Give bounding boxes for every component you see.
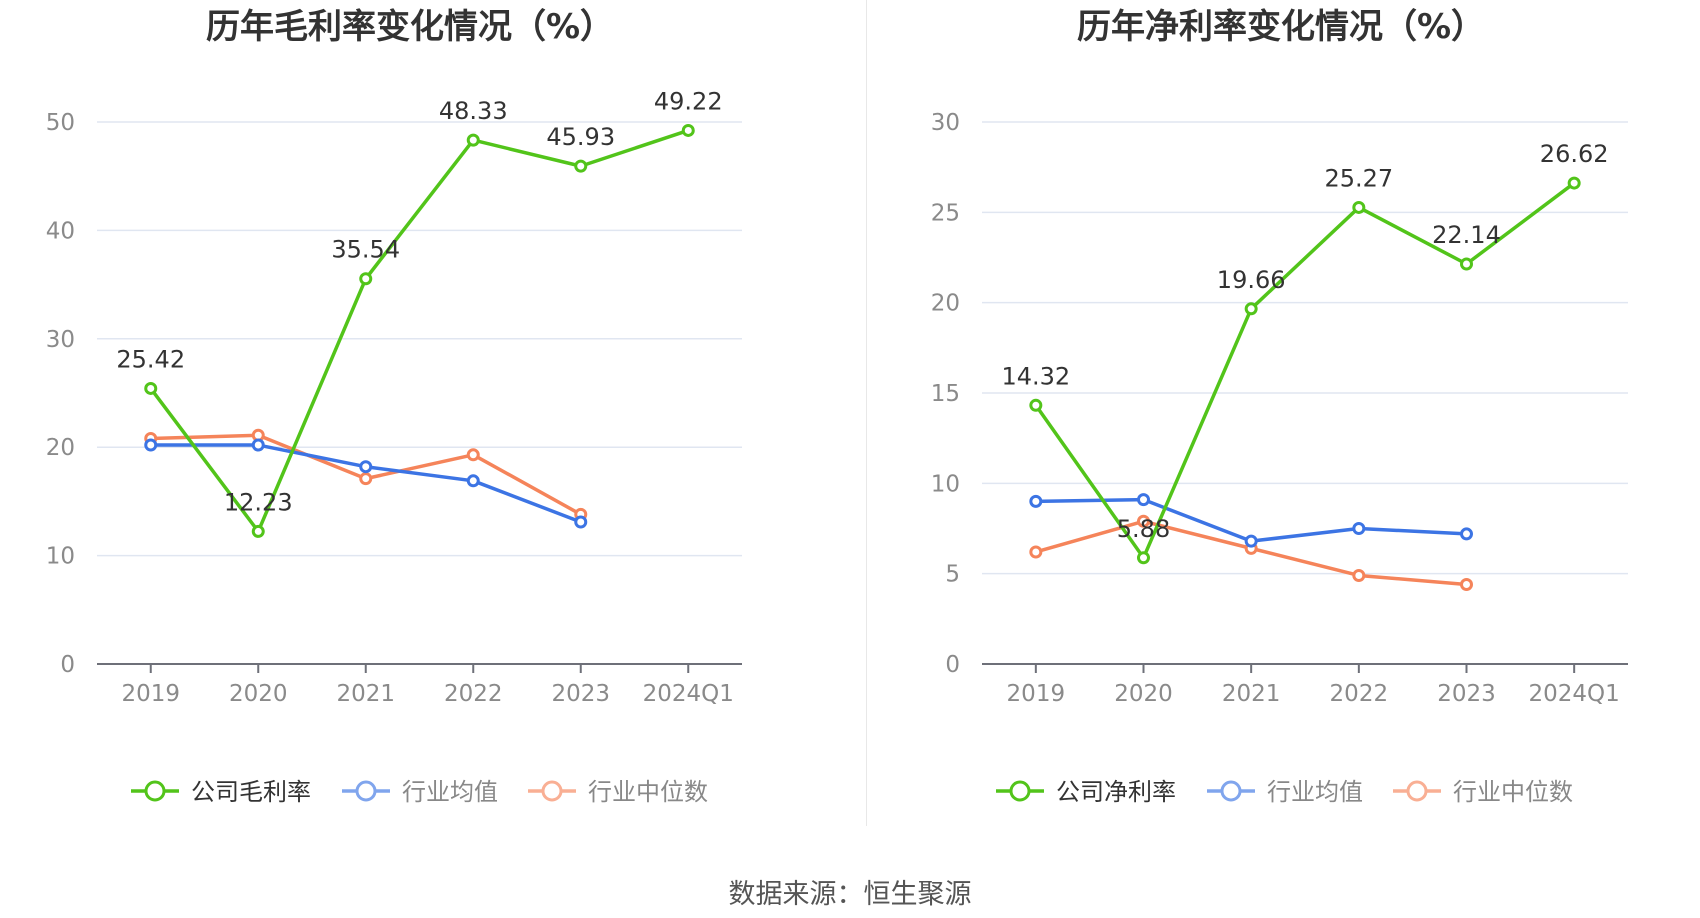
- y-tick-label: 10: [931, 471, 960, 497]
- data-point: [1460, 527, 1473, 541]
- x-tick-label: 2024Q1: [1529, 681, 1620, 707]
- y-tick-label: 10: [46, 544, 75, 570]
- data-label: 19.66: [1217, 266, 1286, 294]
- data-point: [1137, 493, 1150, 507]
- legend: 公司毛利率 行业均值 行业中位数: [131, 778, 708, 806]
- data-label: 14.32: [1001, 362, 1070, 390]
- data-point: [144, 438, 158, 452]
- legend-item: 公司净利率: [996, 778, 1176, 806]
- y-tick-label: 40: [46, 218, 75, 244]
- legend-swatch-marker: [1009, 780, 1031, 802]
- y-tick-label: 0: [945, 652, 960, 678]
- data-point: [1352, 568, 1366, 582]
- data-point: [466, 133, 480, 147]
- legend-label: 行业均值: [402, 778, 498, 806]
- data-point: [144, 381, 158, 395]
- chart-title: 历年净利率变化情况（%）: [1077, 7, 1485, 47]
- y-tick-label: 0: [60, 652, 75, 678]
- x-tick-label: 2021: [336, 681, 395, 707]
- data-point: [681, 123, 695, 137]
- x-tick-label: 2019: [1007, 681, 1066, 707]
- data-point: [359, 472, 373, 486]
- y-tick-label: 50: [46, 110, 75, 136]
- legend-label: 行业中位数: [588, 778, 708, 806]
- data-label: 35.54: [331, 236, 400, 264]
- series-line: [149, 128, 689, 534]
- data-label: 26.62: [1540, 140, 1609, 168]
- y-tick-label: 15: [931, 381, 960, 407]
- data-point: [1029, 545, 1043, 559]
- legend-item: 行业均值: [1207, 778, 1363, 806]
- legend: 公司净利率 行业均值 行业中位数: [996, 778, 1573, 806]
- legend-swatch-marker: [144, 780, 166, 802]
- x-tick-label: 2023: [1437, 681, 1496, 707]
- x-tick-label: 2024Q1: [643, 681, 734, 707]
- data-point: [1244, 302, 1258, 316]
- x-tick-label: 2019: [121, 681, 180, 707]
- data-point: [359, 272, 373, 286]
- data-label: 22.14: [1432, 221, 1501, 249]
- data-point: [1137, 514, 1150, 528]
- chart-divider: [866, 0, 867, 826]
- series-line: [1034, 181, 1576, 560]
- y-tick-label: 30: [46, 327, 75, 353]
- data-point: [574, 515, 588, 529]
- data-label: 25.42: [116, 345, 185, 373]
- data-label: 48.33: [439, 97, 508, 125]
- x-tick-label: 2020: [229, 681, 288, 707]
- y-tick-label: 20: [931, 291, 960, 317]
- legend-item: 公司毛利率: [131, 778, 311, 806]
- data-point: [251, 438, 265, 452]
- legend-swatch-marker: [355, 780, 377, 802]
- data-source-note: 数据来源：恒生聚源: [728, 879, 972, 910]
- data-point: [466, 474, 480, 488]
- x-tick-label: 2022: [444, 681, 503, 707]
- chart-title: 历年毛利率变化情况（%）: [206, 7, 614, 47]
- data-point: [1460, 257, 1473, 271]
- data-point: [1567, 176, 1581, 190]
- legend-swatch-marker: [1406, 780, 1428, 802]
- y-tick-label: 30: [931, 110, 960, 136]
- data-point: [1029, 494, 1043, 508]
- x-tick-label: 2022: [1330, 681, 1389, 707]
- data-label: 25.27: [1324, 164, 1393, 192]
- data-label: 45.93: [546, 123, 615, 151]
- data-label: 12.23: [224, 488, 293, 516]
- data-point: [359, 460, 373, 474]
- y-tick-label: 5: [945, 562, 960, 588]
- data-point: [1029, 398, 1043, 412]
- x-tick-label: 2021: [1222, 681, 1281, 707]
- data-point: [1352, 522, 1366, 535]
- data-point: [1137, 551, 1150, 565]
- legend-label: 行业中位数: [1453, 778, 1573, 806]
- legend-swatch-marker: [1220, 780, 1242, 802]
- x-tick-label: 2020: [1114, 681, 1173, 707]
- legend-item: 行业中位数: [528, 778, 708, 806]
- legend-item: 行业均值: [342, 778, 498, 806]
- gross-margin-chart: 历年毛利率变化情况（%） 0 10 20 30 40 50 2019 2020 2021 2022 2…: [46, 7, 742, 806]
- y-tick-label: 20: [46, 435, 75, 461]
- legend-label: 公司净利率: [1056, 778, 1176, 806]
- net-margin-chart: 历年净利率变化情况（%） 0 5 10 15 20 25 30 2019 2020 2021 2022…: [931, 7, 1628, 806]
- data-point: [1352, 200, 1366, 214]
- data-point: [574, 159, 588, 173]
- legend-item: 行业中位数: [1393, 778, 1573, 806]
- data-point: [251, 524, 265, 538]
- legend-label: 行业均值: [1267, 778, 1363, 806]
- data-point: [1460, 578, 1473, 592]
- data-point: [466, 448, 480, 462]
- y-tick-label: 25: [931, 200, 960, 226]
- legend-label: 公司毛利率: [191, 778, 311, 806]
- data-point: [1244, 534, 1258, 548]
- data-label: 49.22: [654, 87, 723, 115]
- x-tick-label: 2023: [551, 681, 610, 707]
- data-label: 5.88: [1117, 515, 1170, 543]
- legend-swatch-marker: [541, 780, 563, 802]
